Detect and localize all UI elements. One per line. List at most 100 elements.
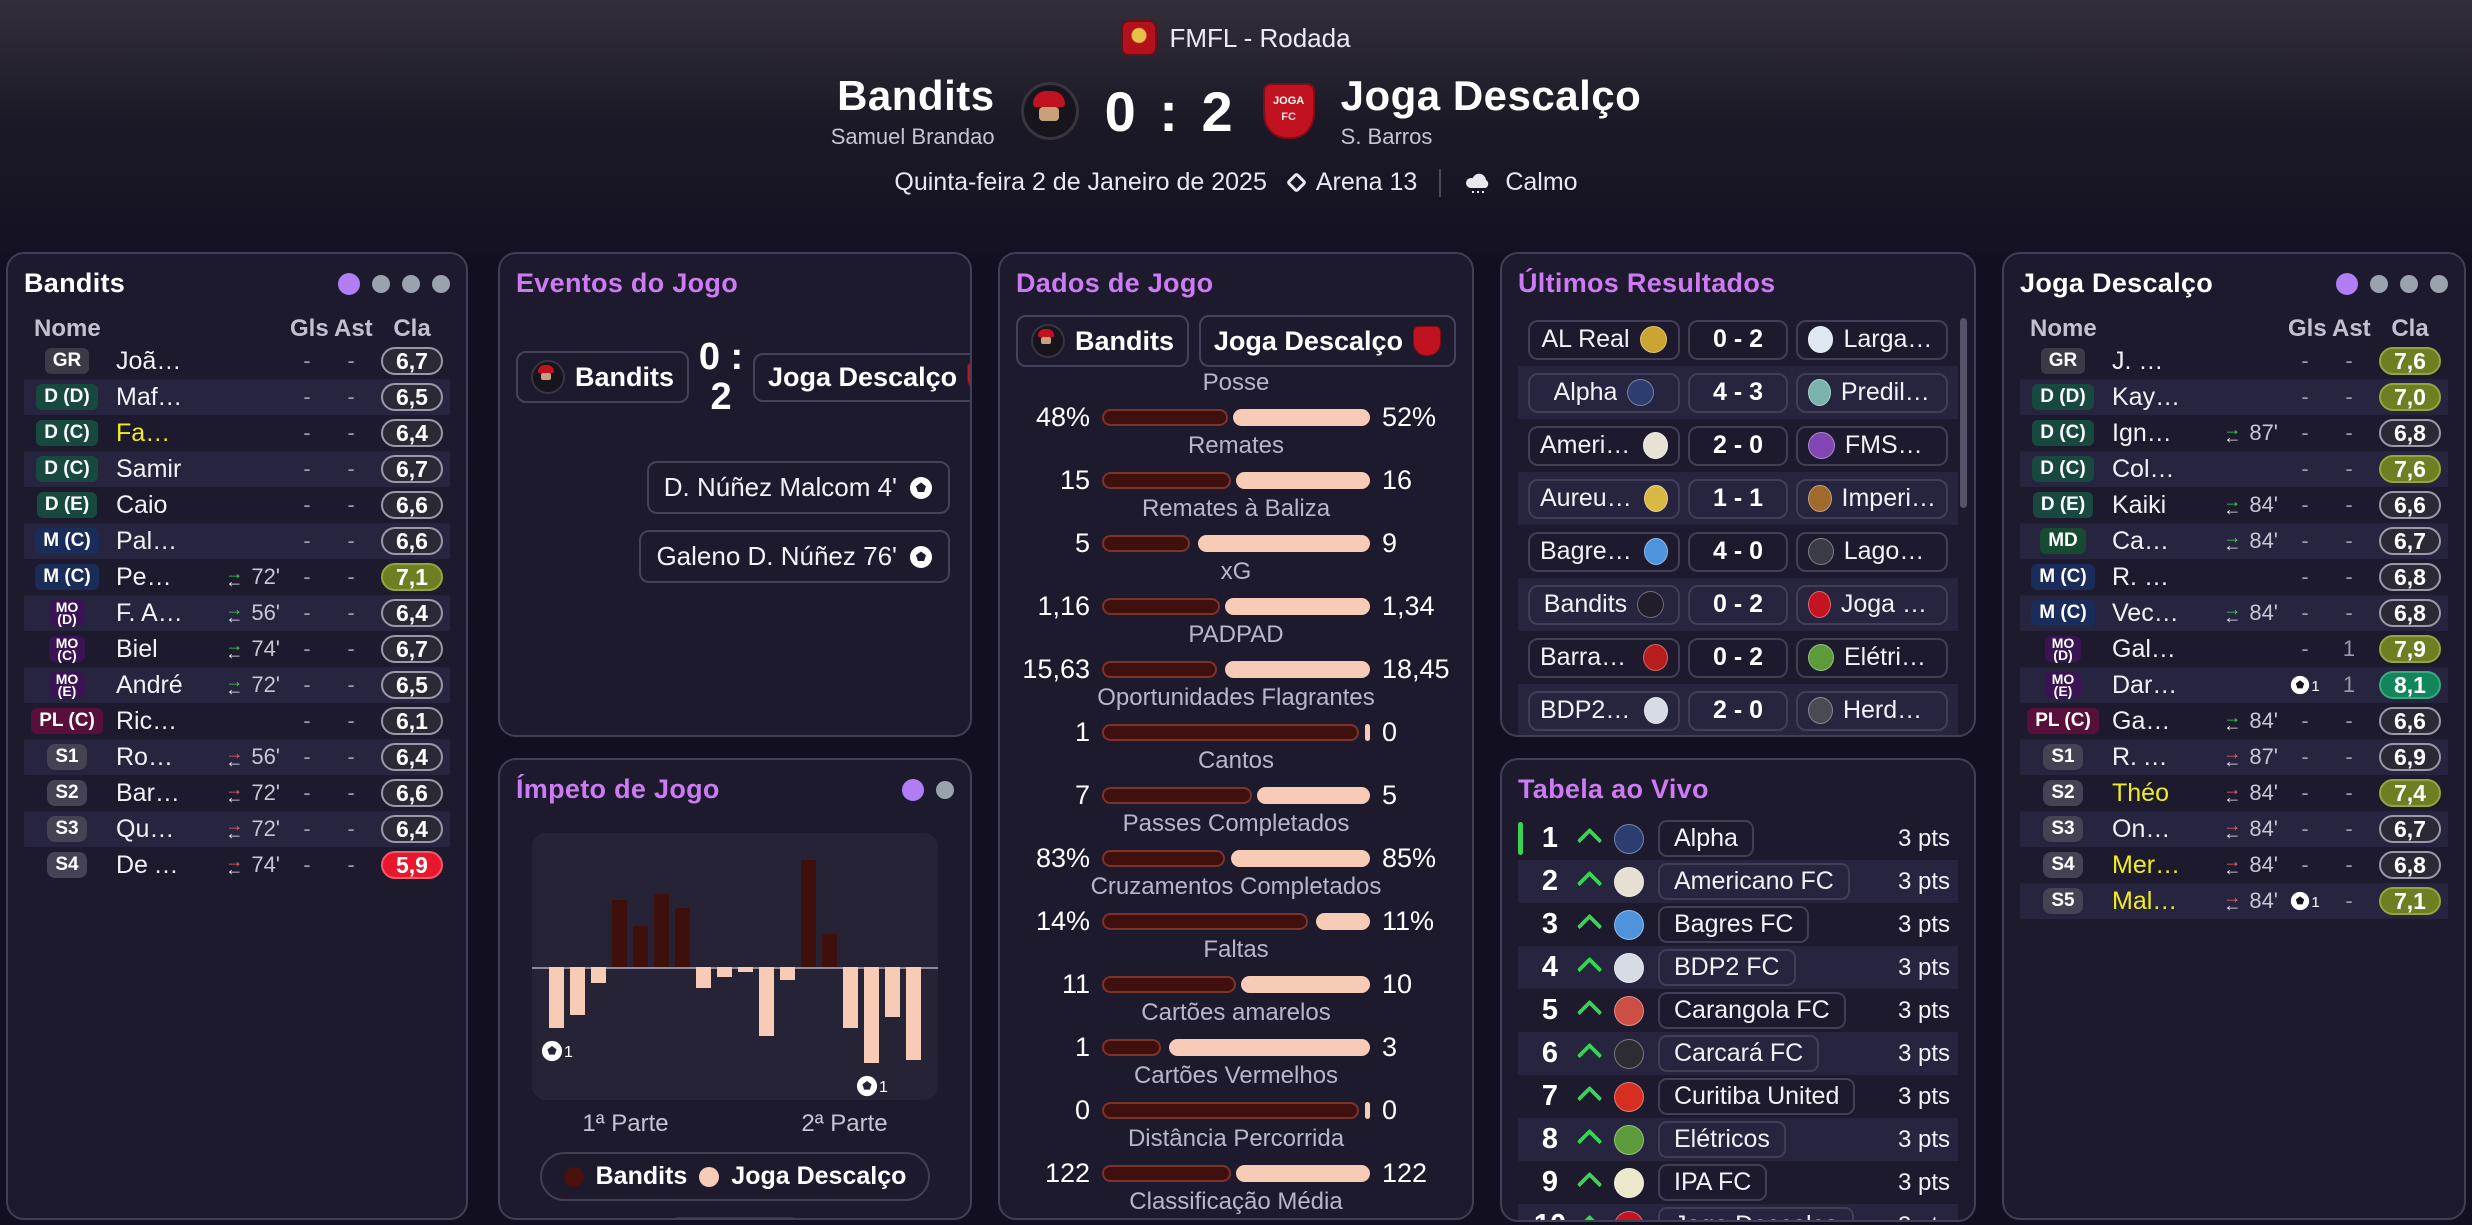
player-row[interactable]: S3 Onana → ← 84' - - 6,7 bbox=[2020, 811, 2448, 847]
player-row[interactable]: D (D) Maffeo - - 6,5 bbox=[24, 379, 450, 415]
player-row[interactable]: MO (C) Biel → ← 74' - - 6,7 bbox=[24, 631, 450, 667]
stats-home-pill[interactable]: Bandits bbox=[1016, 315, 1190, 367]
club-name[interactable]: Curitiba United bbox=[1658, 1078, 1856, 1115]
result-home-pill[interactable]: BDP2 FC bbox=[1528, 690, 1680, 731]
player-row[interactable]: D (C) Samir - - 6,7 bbox=[24, 451, 450, 487]
club-name[interactable]: IPA FC bbox=[1658, 1164, 1768, 1201]
active-dot-icon[interactable] bbox=[902, 778, 924, 801]
standings-row[interactable]: 1 Alpha 3 pts bbox=[1518, 817, 1958, 860]
result-away-pill[interactable]: Lagoa ... bbox=[1796, 531, 1948, 572]
player-row[interactable]: GR João Paulo - - 6,7 bbox=[24, 343, 450, 379]
result-row[interactable]: BDP2 FC 2 - 0 Herdeir... bbox=[1518, 684, 1958, 735]
result-row[interactable]: Barracão 0 - 2 Elétricos bbox=[1518, 631, 1958, 684]
player-row[interactable]: S4 Merino → ← 84' - - 6,8 bbox=[2020, 847, 2448, 883]
club-name[interactable]: Carcará FC bbox=[1658, 1035, 1820, 1072]
events-away-pill[interactable]: Joga Descalço bbox=[753, 352, 970, 402]
dot-icon[interactable] bbox=[372, 274, 390, 293]
result-away-pill[interactable]: FMSH... bbox=[1796, 425, 1948, 466]
player-row[interactable]: MO(D) Galeno - 1 7,9 bbox=[2020, 631, 2448, 667]
home-crest-icon[interactable] bbox=[1020, 82, 1079, 140]
active-dot-icon[interactable] bbox=[2336, 272, 2358, 295]
player-row[interactable]: MO(D) F. Anderson →← 56' - - 6,4 bbox=[24, 595, 450, 631]
result-home-pill[interactable]: Bandits bbox=[1528, 584, 1680, 625]
player-row[interactable]: PL (C) Richarlison - - 6,1 bbox=[24, 703, 450, 739]
dot-icon[interactable] bbox=[432, 274, 450, 293]
scrollbar[interactable] bbox=[1960, 318, 1967, 508]
player-row[interactable]: S2 Théo → ← 84' - - 7,4 bbox=[2020, 775, 2448, 811]
result-home-pill[interactable]: Bagres ... bbox=[1528, 531, 1680, 572]
league-header[interactable]: FMFL - Rodada bbox=[1121, 20, 1351, 56]
result-home-pill[interactable]: AL Real bbox=[1528, 319, 1680, 360]
club-name[interactable]: Alpha bbox=[1658, 820, 1754, 857]
player-row[interactable]: D (C) Ignacio →← 87' - - 6,8 bbox=[2020, 415, 2448, 451]
result-away-pill[interactable]: Herdeir... bbox=[1796, 690, 1948, 731]
result-away-pill[interactable]: Elétricos bbox=[1796, 637, 1948, 678]
club-name[interactable]: Carangola FC bbox=[1658, 992, 1846, 1029]
standings-row[interactable]: 2 Americano FC 3 pts bbox=[1518, 860, 1958, 903]
away-crest-icon[interactable] bbox=[1262, 83, 1315, 139]
result-home-pill[interactable]: Americ... bbox=[1528, 425, 1680, 466]
player-row[interactable]: PL (C) Gabriel Mec →← 84' - - 6,6 bbox=[2020, 703, 2448, 739]
events-home-pill[interactable]: Bandits bbox=[516, 351, 690, 403]
standings-row[interactable]: 3 Bagres FC 3 pts bbox=[1518, 903, 1958, 946]
standings-row[interactable]: 8 Elétricos 3 pts bbox=[1518, 1118, 1958, 1161]
player-row[interactable]: D (E) Kaiki → ← 84' - - 6,6 bbox=[2020, 487, 2448, 523]
goal-event[interactable]: D. Núñez Malcom 4' bbox=[646, 461, 950, 514]
panel-pagination-dots[interactable] bbox=[902, 778, 954, 801]
player-row[interactable]: MO (E) André → ← 72' - - 6,5 bbox=[24, 667, 450, 703]
dot-icon[interactable] bbox=[936, 780, 954, 799]
media-button[interactable]: Média bbox=[655, 1217, 815, 1218]
player-row[interactable]: MO(E) Darwin 1 1 8,1 bbox=[2020, 667, 2448, 703]
player-row[interactable]: D (C) Fabrício B. - - 6,4 bbox=[24, 415, 450, 451]
player-row[interactable]: S4 De Arrasca... →← 74' - - 5,9 bbox=[24, 847, 450, 883]
result-away-pill[interactable]: Largad... bbox=[1796, 319, 1948, 360]
player-row[interactable]: S3 Quenda →← 72' - - 6,4 bbox=[24, 811, 450, 847]
player-row[interactable]: D (E) Caio - - 6,6 bbox=[24, 487, 450, 523]
result-away-pill[interactable]: Joga De... bbox=[1796, 584, 1948, 625]
player-row[interactable]: S1 R. Araújo →← 87' - - 6,9 bbox=[2020, 739, 2448, 775]
dot-icon[interactable] bbox=[2400, 274, 2418, 293]
result-home-pill[interactable]: Barracão bbox=[1528, 637, 1680, 678]
result-home-pill[interactable]: Aureus ... bbox=[1528, 478, 1680, 519]
player-row[interactable]: M (C) R. De Paul - - 6,8 bbox=[2020, 559, 2448, 595]
player-row[interactable]: M (C) Palacios - - 6,6 bbox=[24, 523, 450, 559]
dot-icon[interactable] bbox=[402, 274, 420, 293]
result-away-pill[interactable]: Predilar ... bbox=[1796, 372, 1948, 413]
standings-row[interactable]: 6 Carcará FC 3 pts bbox=[1518, 1032, 1958, 1075]
dot-icon[interactable] bbox=[2370, 274, 2388, 293]
result-row[interactable]: Alpha 4 - 3 Predilar ... bbox=[1518, 366, 1958, 419]
stats-away-pill[interactable]: Joga Descalço bbox=[1198, 315, 1456, 367]
standings-row[interactable]: 9 IPA FC 3 pts bbox=[1518, 1161, 1958, 1204]
standings-row[interactable]: 4 BDP2 FC 3 pts bbox=[1518, 946, 1958, 989]
player-row[interactable]: D (D) Kayode - - 7,0 bbox=[2020, 379, 2448, 415]
club-name[interactable]: Bagres FC bbox=[1658, 906, 1810, 943]
club-name[interactable]: Americano FC bbox=[1658, 863, 1850, 900]
standings-row[interactable]: 7 Curitiba United 3 pts bbox=[1518, 1075, 1958, 1118]
standings-row[interactable]: 10 Joga Descalço 3 pts bbox=[1518, 1204, 1958, 1220]
dot-icon[interactable] bbox=[2430, 274, 2448, 293]
away-team-name[interactable]: Joga Descalço bbox=[1340, 72, 1642, 119]
panel-pagination-dots[interactable] bbox=[2336, 272, 2448, 295]
result-row[interactable]: Aureus ... 1 - 1 Imperial... bbox=[1518, 472, 1958, 525]
result-row[interactable]: AL Real 0 - 2 Largad... bbox=[1518, 313, 1958, 366]
result-row[interactable]: Bagres ... 4 - 0 Lagoa ... bbox=[1518, 525, 1958, 578]
goal-event[interactable]: Galeno D. Núñez 76' bbox=[639, 530, 950, 583]
player-row[interactable]: M (C) Vecino → ← 84' - - 6,8 bbox=[2020, 595, 2448, 631]
player-row[interactable]: S1 Robertone →← 56' - - 6,4 bbox=[24, 739, 450, 775]
result-row[interactable]: Americ... 2 - 0 FMSH... bbox=[1518, 419, 1958, 472]
player-row[interactable]: GR J. García - - 7,6 bbox=[2020, 343, 2448, 379]
active-dot-icon[interactable] bbox=[338, 272, 360, 295]
club-name[interactable]: BDP2 FC bbox=[1658, 949, 1796, 986]
player-row[interactable]: M (C) Pepelu →← 72' - - 7,1 bbox=[24, 559, 450, 595]
player-row[interactable]: D (C) Colwill - - 7,6 bbox=[2020, 451, 2448, 487]
player-row[interactable]: S5 Malcom →← 84' 1 - 7,1 bbox=[2020, 883, 2448, 919]
player-row[interactable]: S2 Barrenechea →← 72' - - 6,6 bbox=[24, 775, 450, 811]
result-row[interactable]: Bandits 0 - 2 Joga De... bbox=[1518, 578, 1958, 631]
club-name[interactable]: Joga Descalço bbox=[1658, 1207, 1854, 1220]
home-team-name[interactable]: Bandits bbox=[837, 72, 995, 119]
result-home-pill[interactable]: Alpha bbox=[1528, 372, 1680, 413]
club-name[interactable]: Elétricos bbox=[1658, 1121, 1786, 1158]
panel-pagination-dots[interactable] bbox=[338, 272, 450, 295]
result-away-pill[interactable]: Imperial... bbox=[1796, 478, 1948, 519]
player-row[interactable]: MD Cauan Bar... →← 84' - - 6,7 bbox=[2020, 523, 2448, 559]
